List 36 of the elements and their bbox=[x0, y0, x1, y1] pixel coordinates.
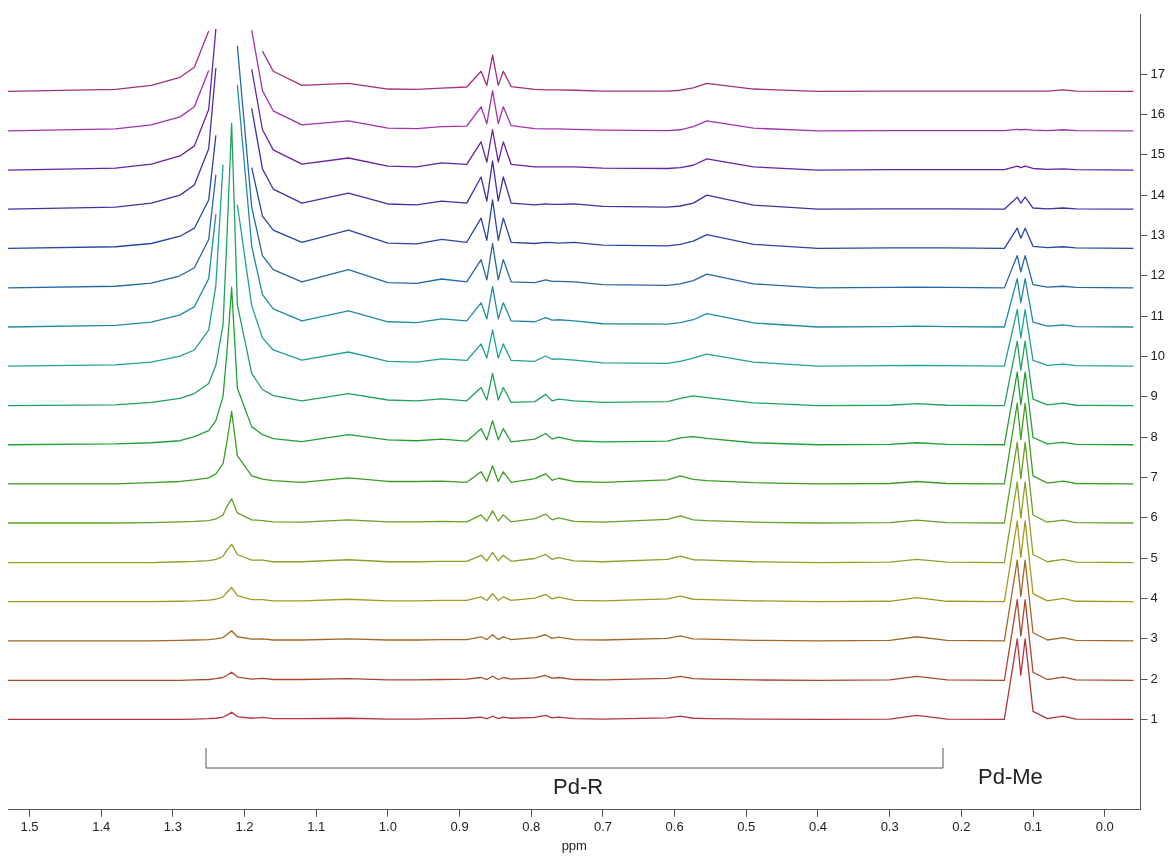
y-tick-label: 17 bbox=[1150, 65, 1166, 81]
x-tick-label: 0.1 bbox=[1023, 819, 1043, 835]
y-tick-label: 13 bbox=[1150, 227, 1166, 243]
y-tick-label: 9 bbox=[1150, 388, 1158, 404]
y-tick-label: 10 bbox=[1150, 348, 1166, 364]
x-tick-label: 0.0 bbox=[1095, 819, 1114, 835]
y-tick-label: 2 bbox=[1150, 670, 1158, 686]
y-tick-label: 6 bbox=[1150, 509, 1158, 525]
x-tick-label: 1.1 bbox=[307, 819, 326, 835]
x-tick-label: 1.4 bbox=[92, 819, 111, 835]
x-tick-label: 0.4 bbox=[808, 819, 828, 835]
x-tick-label: 1.0 bbox=[378, 819, 397, 835]
x-tick-label: 1.2 bbox=[235, 819, 254, 835]
x-tick-label: 0.3 bbox=[880, 819, 899, 835]
x-tick-label: 0.2 bbox=[952, 819, 971, 835]
x-axis-title: ppm bbox=[561, 837, 587, 853]
y-tick-label: 1 bbox=[1150, 711, 1158, 727]
x-tick-label: 0.5 bbox=[737, 819, 756, 835]
y-tick-label: 8 bbox=[1150, 428, 1158, 444]
x-tick-label: 0.6 bbox=[665, 819, 684, 835]
y-tick-label: 3 bbox=[1150, 630, 1158, 646]
y-tick-label: 14 bbox=[1150, 186, 1166, 202]
x-tick-label: 0.8 bbox=[522, 819, 541, 835]
annotation: Pd-R bbox=[553, 774, 604, 800]
x-tick-label: 0.7 bbox=[593, 819, 612, 835]
annotation: Pd-Me bbox=[978, 764, 1043, 790]
y-tick-label: 4 bbox=[1150, 590, 1158, 606]
y-tick-label: 5 bbox=[1150, 549, 1158, 565]
y-tick-label: 16 bbox=[1150, 106, 1166, 122]
y-tick-label: 12 bbox=[1150, 267, 1166, 283]
y-tick-label: 15 bbox=[1150, 146, 1166, 162]
x-tick-label: 1.5 bbox=[20, 819, 39, 835]
y-tick-label: 7 bbox=[1150, 469, 1158, 485]
y-tick-label: 11 bbox=[1150, 307, 1165, 323]
x-tick-label: 1.3 bbox=[163, 819, 182, 835]
x-tick-label: 0.9 bbox=[450, 819, 469, 835]
